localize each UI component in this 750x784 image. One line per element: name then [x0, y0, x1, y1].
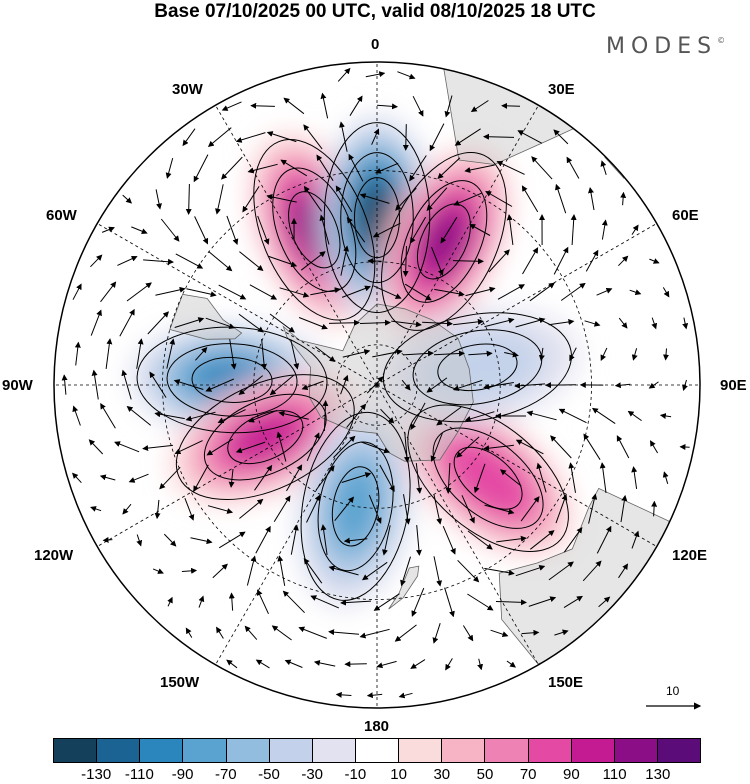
lon-label-90w: 90W: [2, 377, 33, 394]
colorbar-swatch: [485, 739, 528, 762]
colorbar-tick-label: -50: [258, 766, 280, 783]
colorbar-tick-label: -90: [172, 766, 194, 783]
colorbar-swatch: [615, 739, 658, 762]
wind-vector-arrow: [502, 106, 520, 107]
colorbar-swatch: [658, 739, 700, 762]
colorbar-tick-label: 10: [390, 766, 407, 783]
colorbar-tick-label: -70: [215, 766, 237, 783]
wind-vector-arrow: [406, 124, 407, 150]
lon-label-30e: 30E: [548, 81, 575, 98]
lon-label-60w: 60W: [46, 207, 77, 224]
lon-label-150w: 150W: [160, 674, 199, 691]
lon-label-30w: 30W: [172, 81, 203, 98]
colorbar-swatch: [356, 739, 399, 762]
colorbar-swatch: [572, 739, 615, 762]
lon-label-120e: 120E: [672, 547, 707, 564]
lon-label-90e: 90E: [720, 377, 747, 394]
colorbar-tick-label: -10: [345, 766, 367, 783]
colorbar: [53, 738, 701, 763]
colorbar-tick-label: 90: [563, 766, 580, 783]
lon-label-0: 0: [371, 36, 379, 53]
colorbar-swatch: [97, 739, 140, 762]
colorbar-swatch: [313, 739, 356, 762]
colorbar-tick-label: 30: [433, 766, 450, 783]
colorbar-swatch: [140, 739, 183, 762]
colorbar-labels: -130 -110 -90 -70 -50 -30 -10 10 30 50 70 90 110 130: [53, 766, 701, 784]
colorbar-swatch: [399, 739, 442, 762]
colorbar-tick-label: 70: [520, 766, 537, 783]
colorbar-tick-label: 130: [645, 766, 670, 783]
colorbar-tick-label: 50: [477, 766, 494, 783]
colorbar-tick-label: 110: [603, 766, 627, 783]
colorbar-swatch: [529, 739, 572, 762]
colorbar-swatch: [54, 739, 97, 762]
lon-label-120w: 120W: [34, 547, 73, 564]
colorbar-swatch: [183, 739, 226, 762]
lon-label-180: 180: [364, 718, 389, 735]
reference-vector-label: 10: [666, 684, 679, 698]
lon-label-60e: 60E: [672, 207, 699, 224]
lon-label-150e: 150E: [548, 674, 583, 691]
colorbar-swatch: [270, 739, 313, 762]
colorbar-swatch: [227, 739, 270, 762]
colorbar-tick-label: -130: [81, 766, 111, 783]
colorbar-swatch: [442, 739, 485, 762]
colorbar-tick-label: -30: [301, 766, 323, 783]
colorbar-tick-label: -110: [125, 766, 154, 783]
